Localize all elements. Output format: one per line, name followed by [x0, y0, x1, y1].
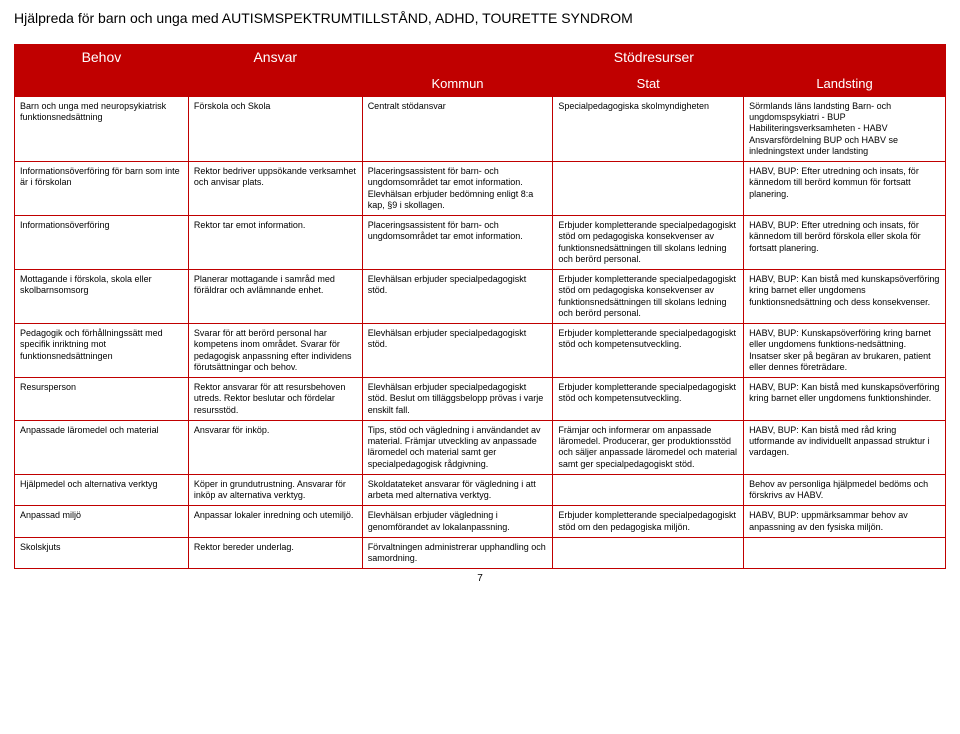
cell: Planerar mottagande i samråd med föräldr…: [188, 270, 362, 324]
cell: [553, 537, 744, 569]
cell: Köper in grundutrustning. Ansvarar för i…: [188, 474, 362, 506]
cell: Anpassade läromedel och material: [15, 420, 189, 474]
cell: HABV, BUP: Kan bistå med kunskapsöverför…: [744, 270, 946, 324]
table-row: Anpassade läromedel och material Ansvara…: [15, 420, 946, 474]
table-row: Informationsöverföring för barn som inte…: [15, 162, 946, 216]
table-row: Mottagande i förskola, skola eller skolb…: [15, 270, 946, 324]
cell: Rektor ansvarar för att resursbehoven ut…: [188, 378, 362, 421]
cell: HABV, BUP: Efter utredning och insats, f…: [744, 162, 946, 216]
subheader-landsting: Landsting: [744, 71, 946, 96]
header-ansvar: Ansvar: [188, 45, 362, 97]
page-number: 7: [14, 573, 946, 584]
subheader-kommun1: Kommun: [362, 71, 553, 96]
cell: Tips, stöd och vägledning i användandet …: [362, 420, 553, 474]
cell: Anpassad miljö: [15, 506, 189, 538]
subheader-stat: Stat: [553, 71, 744, 96]
cell: Sörmlands läns landsting Barn- och ungdo…: [744, 96, 946, 161]
cell: HABV, BUP: Kan bistå med kunskapsöverför…: [744, 378, 946, 421]
cell: Resursperson: [15, 378, 189, 421]
table-row: Skolskjuts Rektor bereder underlag. Förv…: [15, 537, 946, 569]
cell: Erbjuder kompletterande specialpedagogis…: [553, 324, 744, 378]
cell: Förskola och Skola: [188, 96, 362, 161]
cell: Placeringsassistent för barn- och ungdom…: [362, 216, 553, 270]
table-row: Pedagogik och förhållningssätt med speci…: [15, 324, 946, 378]
cell: Skoldatateket ansvarar för vägledning i …: [362, 474, 553, 506]
cell: Elevhälsan erbjuder vägledning i genomfö…: [362, 506, 553, 538]
cell: Rektor bereder underlag.: [188, 537, 362, 569]
table-row: Anpassad miljö Anpassar lokaler inrednin…: [15, 506, 946, 538]
cell: Förvaltningen administrerar upphandling …: [362, 537, 553, 569]
cell: HABV, BUP: Kunskapsöverföring kring barn…: [744, 324, 946, 378]
cell: Svarar för att berörd personal har kompe…: [188, 324, 362, 378]
header-stodresurser: Stödresurser: [362, 45, 945, 72]
cell: Rektor bedriver uppsökande verksamhet oc…: [188, 162, 362, 216]
header-behov: Behov: [15, 45, 189, 97]
cell: Barn och unga med neuropsykiatrisk funkt…: [15, 96, 189, 161]
cell: Erbjuder kompletterande specialpedagogis…: [553, 506, 744, 538]
cell: Specialpedagogiska skolmyndigheten: [553, 96, 744, 161]
cell: HABV, BUP: uppmärksammar behov av anpass…: [744, 506, 946, 538]
cell: Elevhälsan erbjuder specialpedagogiskt s…: [362, 270, 553, 324]
cell: Erbjuder kompletterande specialpedagogis…: [553, 270, 744, 324]
table-row: Informationsöverföring Rektor tar emot i…: [15, 216, 946, 270]
cell: Erbjuder kompletterande specialpedagogis…: [553, 378, 744, 421]
table-body: Barn och unga med neuropsykiatrisk funkt…: [15, 96, 946, 569]
cell: Placeringsassistent för barn- och ungdom…: [362, 162, 553, 216]
cell: Hjälpmedel och alternativa verktyg: [15, 474, 189, 506]
cell: Elevhälsan erbjuder specialpedagogiskt s…: [362, 378, 553, 421]
cell: Informationsöverföring: [15, 216, 189, 270]
cell: Mottagande i förskola, skola eller skolb…: [15, 270, 189, 324]
cell: Centralt stödansvar: [362, 96, 553, 161]
cell: Behov av personliga hjälpmedel bedöms oc…: [744, 474, 946, 506]
cell: Rektor tar emot information.: [188, 216, 362, 270]
cell: HABV, BUP: Kan bistå med råd kring utfor…: [744, 420, 946, 474]
cell: Informationsöverföring för barn som inte…: [15, 162, 189, 216]
cell: [553, 162, 744, 216]
cell: Pedagogik och förhållningssätt med speci…: [15, 324, 189, 378]
table-row: Barn och unga med neuropsykiatrisk funkt…: [15, 96, 946, 161]
table-row: Resursperson Rektor ansvarar för att res…: [15, 378, 946, 421]
cell: Erbjuder kompletterande specialpedagogis…: [553, 216, 744, 270]
cell: [553, 474, 744, 506]
cell: [744, 537, 946, 569]
table-row: Hjälpmedel och alternativa verktyg Köper…: [15, 474, 946, 506]
main-table: Behov Ansvar Stödresurser Kommun Stat La…: [14, 44, 946, 569]
cell: HABV, BUP: Efter utredning och insats, f…: [744, 216, 946, 270]
cell: Skolskjuts: [15, 537, 189, 569]
cell: Anpassar lokaler inredning och utemiljö.: [188, 506, 362, 538]
cell: Elevhälsan erbjuder specialpedagogiskt s…: [362, 324, 553, 378]
cell: Ansvarar för inköp.: [188, 420, 362, 474]
document-title: Hjälpreda för barn och unga med AUTISMSP…: [14, 10, 946, 26]
cell: Främjar och informerar om anpassade läro…: [553, 420, 744, 474]
